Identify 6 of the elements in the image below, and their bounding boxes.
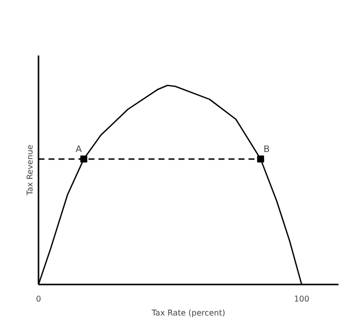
x-axis-title: Tax Rate (percent)	[150, 308, 226, 318]
x-tick-label: 0	[36, 294, 42, 304]
y-axis-title: Tax Revenue	[26, 144, 34, 196]
annotation: A	[76, 145, 83, 156]
x-tick-label: 100	[294, 294, 310, 304]
annotation: B	[264, 145, 270, 156]
